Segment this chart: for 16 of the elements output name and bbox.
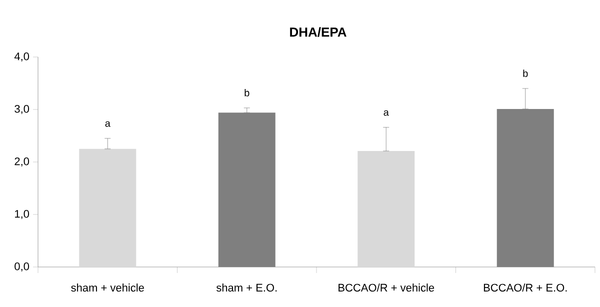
y-tick-label: 4,0: [14, 52, 30, 62]
chart-title: DHA/EPA: [290, 27, 346, 37]
annotation: b: [523, 70, 528, 77]
y-tick-label: 3,0: [14, 104, 30, 114]
annotation: b: [244, 89, 250, 96]
annotation: a: [384, 110, 389, 116]
x-tick-label: BCCAO/R + vehicle: [338, 284, 434, 292]
bar: [79, 148, 136, 267]
x-tick-label: sham + vehicle: [71, 284, 144, 292]
y-tick-label: 1,0: [15, 210, 30, 220]
x-tick-label: sham + E.O.: [216, 284, 277, 292]
bar: [358, 150, 415, 267]
y-tick-label: 2,0: [14, 157, 30, 167]
y-tick-label: 0,0: [14, 262, 30, 272]
annotation: a: [105, 121, 110, 127]
x-tick-label: BCCAO/R + E.O.: [484, 284, 567, 292]
